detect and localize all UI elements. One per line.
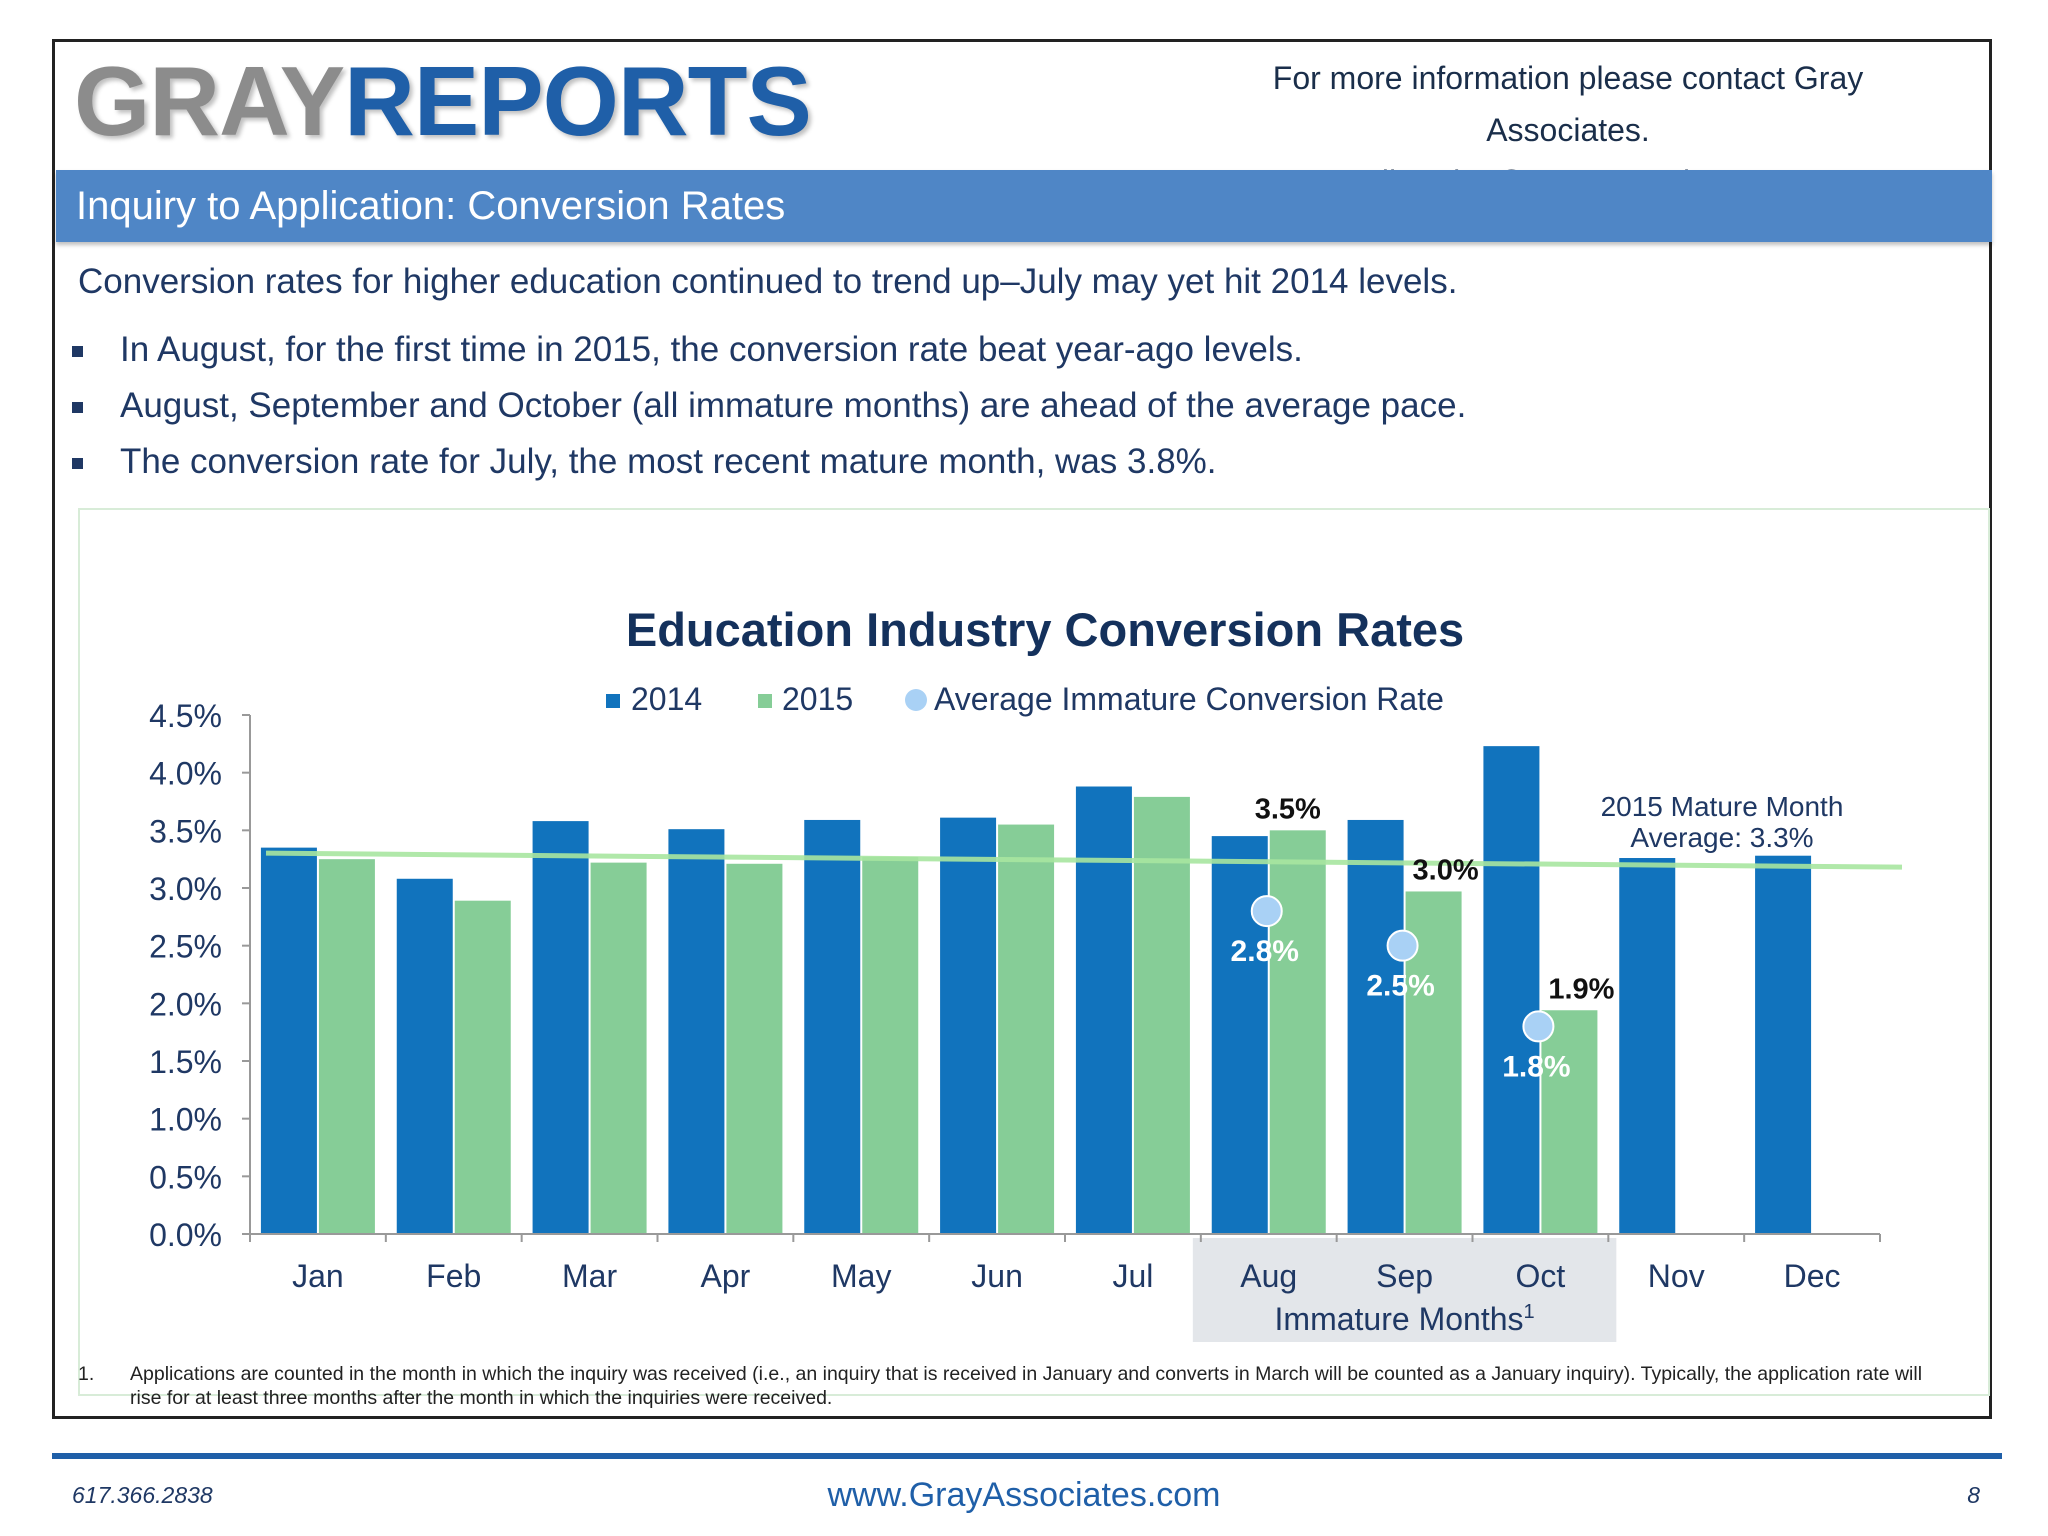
footnote-number: 1. xyxy=(78,1363,95,1385)
y-tick-label: 0.0% xyxy=(149,1217,222,1253)
bar-2014-Dec xyxy=(1755,855,1812,1234)
bar-2015-Aug xyxy=(1269,830,1326,1234)
bar-2014-Apr xyxy=(668,829,725,1234)
bar-value-label-Aug: 3.5% xyxy=(1255,793,1321,825)
x-tick-label-Aug: Aug xyxy=(1240,1258,1297,1294)
summary-bullets: In August, for the first time in 2015, t… xyxy=(70,322,1466,490)
average-value-label-Sep: 2.5% xyxy=(1366,970,1434,1003)
footer-rule xyxy=(52,1453,2002,1459)
average-marker-Aug xyxy=(1250,895,1283,928)
bar-2014-Oct xyxy=(1483,746,1540,1234)
bullet-square-icon xyxy=(72,458,83,469)
bullet-square-icon xyxy=(72,402,83,413)
bar-2015-Oct xyxy=(1541,1010,1598,1234)
legend-label-average: Average Immature Conversion Rate xyxy=(934,681,1444,717)
grayreports-logo: GRAYREPORTS xyxy=(74,52,812,150)
bar-2015-Jun xyxy=(998,824,1055,1234)
bar-2014-Sep xyxy=(1347,819,1404,1234)
summary-intro: Conversion rates for higher education co… xyxy=(78,262,1458,301)
x-tick-label-May: May xyxy=(831,1258,891,1294)
x-tick-label-Feb: Feb xyxy=(426,1258,481,1294)
bar-2014-Nov xyxy=(1619,858,1676,1234)
x-tick-label-Jul: Jul xyxy=(1112,1258,1153,1294)
y-tick-label: 4.0% xyxy=(149,756,222,792)
average-marker-Sep xyxy=(1386,929,1419,962)
bar-2014-Jul xyxy=(1075,786,1132,1234)
immature-months-label: Immature Months1 xyxy=(1275,1301,1535,1337)
page-number: 8 xyxy=(1967,1482,1980,1508)
y-tick-label: 0.5% xyxy=(149,1159,222,1195)
x-tick-label-Oct: Oct xyxy=(1516,1258,1566,1294)
y-tick-label: 4.5% xyxy=(149,698,222,734)
chart-title: Education Industry Conversion Rates xyxy=(626,603,1464,656)
legend-label-2015: 2015 xyxy=(782,681,853,717)
y-tick-label: 2.0% xyxy=(149,986,222,1022)
legend-swatch-2015 xyxy=(758,694,772,708)
mature-average-label: Average: 3.3% xyxy=(1630,822,1813,853)
bar-2015-Jul xyxy=(1133,796,1190,1234)
chart-container xyxy=(78,508,1990,1396)
y-tick-label: 3.0% xyxy=(149,871,222,907)
average-marker-Oct xyxy=(1522,1010,1555,1043)
immature-months-band xyxy=(1192,1238,1617,1342)
x-tick-label-Sep: Sep xyxy=(1376,1258,1433,1294)
bullet-item: August, September and October (all immat… xyxy=(70,378,1466,434)
bar-2014-Mar xyxy=(532,821,589,1234)
bar-2014-Jun xyxy=(940,817,997,1234)
x-tick-label-Jun: Jun xyxy=(971,1258,1023,1294)
logo-reports-text: REPORTS xyxy=(344,46,812,156)
bar-2014-Jan xyxy=(260,847,317,1234)
footer-website-link[interactable]: www.GrayAssociates.com xyxy=(827,1476,1221,1514)
section-banner: Inquiry to Application: Conversion Rates xyxy=(56,170,1992,242)
bullet-item: In August, for the first time in 2015, t… xyxy=(70,322,1466,378)
bar-2015-Mar xyxy=(590,862,647,1234)
legend-marker-average xyxy=(905,689,927,711)
bar-2014-Aug xyxy=(1211,836,1268,1234)
footnote: 1. Applications are counted in the month… xyxy=(78,1362,1958,1410)
y-tick-label: 3.5% xyxy=(149,813,222,849)
x-tick-label-Mar: Mar xyxy=(562,1258,617,1294)
x-tick-label-Dec: Dec xyxy=(1784,1258,1841,1294)
contact-line: For more information please contact Gray… xyxy=(1272,60,1864,148)
immature-months-footnote-marker: 1 xyxy=(1524,1301,1535,1323)
section-title: Inquiry to Application: Conversion Rates xyxy=(76,184,786,228)
y-tick-label: 1.0% xyxy=(149,1102,222,1138)
x-tick-label-Jan: Jan xyxy=(292,1258,344,1294)
footnote-text: Applications are counted in the month in… xyxy=(130,1363,1923,1409)
logo-gray-text: GRAY xyxy=(74,46,345,156)
average-value-label-Aug: 2.8% xyxy=(1231,935,1299,968)
slide-frame xyxy=(52,39,1992,1419)
bar-2015-Jan xyxy=(318,859,375,1234)
bar-value-label-Oct: 1.9% xyxy=(1548,973,1614,1005)
bar-2015-Apr xyxy=(726,863,783,1234)
legend-label-2014: 2014 xyxy=(631,681,702,717)
bar-2015-Feb xyxy=(454,900,511,1234)
footer-phone: 617.366.2838 xyxy=(72,1482,213,1508)
bar-value-label-Sep: 3.0% xyxy=(1413,854,1479,886)
bar-2015-May xyxy=(862,856,919,1234)
x-tick-label-Nov: Nov xyxy=(1648,1258,1705,1294)
bar-2014-Feb xyxy=(396,878,453,1234)
legend-swatch-2014 xyxy=(606,694,620,708)
x-tick-label-Apr: Apr xyxy=(701,1258,751,1294)
bullet-square-icon xyxy=(72,346,83,357)
mature-average-label: 2015 Mature Month xyxy=(1601,791,1844,822)
y-tick-label: 1.5% xyxy=(149,1044,222,1080)
bar-2014-May xyxy=(804,819,861,1234)
average-value-label-Oct: 1.8% xyxy=(1502,1050,1570,1083)
bullet-item: The conversion rate for July, the most r… xyxy=(70,434,1466,490)
y-tick-label: 2.5% xyxy=(149,929,222,965)
mature-average-line xyxy=(265,850,1903,870)
